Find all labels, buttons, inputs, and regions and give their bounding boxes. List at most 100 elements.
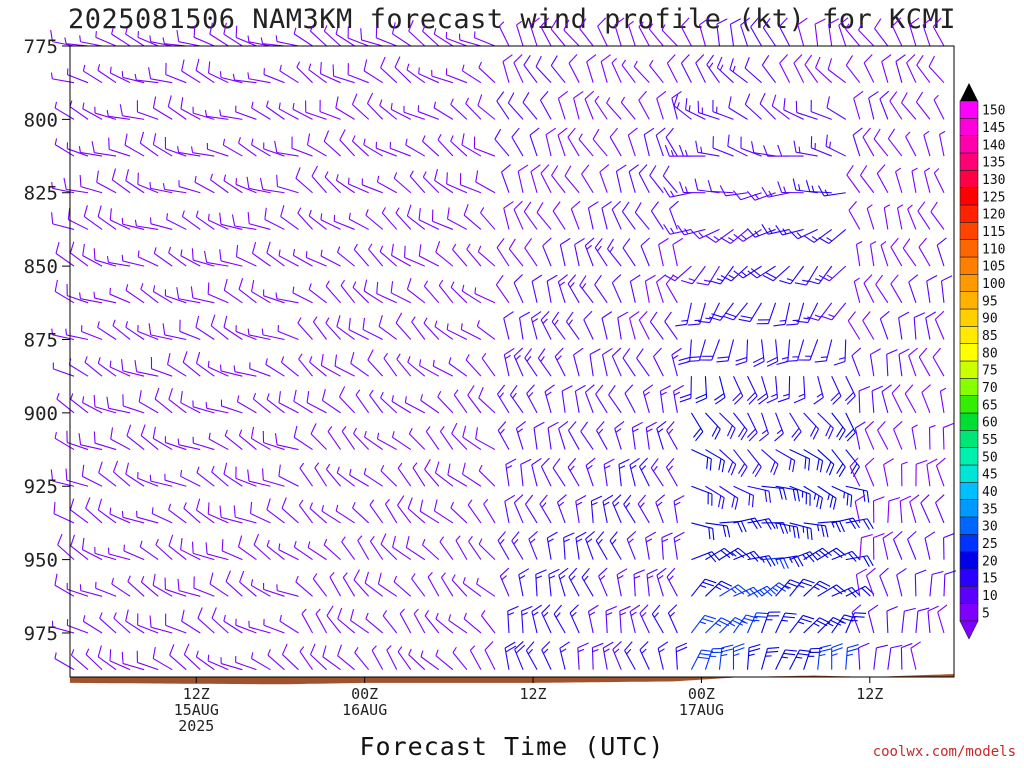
wind-barb [191, 541, 215, 561]
chart-title: 2025081506 NAM3KM forecast wind profile … [67, 4, 957, 35]
wind-barb [862, 311, 875, 340]
wind-barb [209, 22, 229, 47]
colorbar-swatch [959, 447, 979, 466]
wind-barb [503, 311, 514, 340]
wind-barb [640, 237, 651, 267]
wind-barb [810, 136, 832, 157]
wind-barb [235, 245, 257, 267]
wind-barb [176, 30, 201, 47]
wind-barb [561, 385, 573, 413]
wind-barb [622, 238, 636, 267]
wind-barb [705, 547, 734, 561]
wind-barb [627, 20, 636, 47]
wind-barb [519, 311, 531, 340]
wind-barb [177, 438, 201, 451]
wind-barb [195, 498, 215, 524]
wind-barb [551, 311, 566, 340]
credit-link[interactable]: coolwx.com/models [872, 744, 1016, 760]
wind-barb [337, 644, 355, 671]
wind-barb [250, 579, 271, 597]
wind-barb [696, 265, 720, 286]
wind-barb [773, 302, 791, 327]
wind-barb [404, 396, 426, 414]
wind-barb [705, 580, 733, 597]
wind-barb [192, 400, 215, 414]
wind-barb [594, 274, 608, 304]
wind-barb [744, 57, 762, 84]
wind-barb [852, 127, 863, 157]
wind-barb [319, 62, 341, 84]
wind-barb [305, 100, 327, 120]
wind-barb [747, 518, 776, 530]
wind-barb [513, 200, 524, 230]
wind-barb [570, 200, 581, 230]
colorbar-swatch [959, 482, 979, 500]
wind-barb [522, 92, 538, 120]
wind-barb [671, 90, 682, 120]
wind-barb [136, 510, 159, 524]
wind-barb [406, 63, 426, 84]
wind-barb [125, 321, 145, 340]
wind-barb [541, 641, 552, 670]
wind-barb [602, 641, 614, 670]
wind-barb [531, 457, 542, 487]
wind-barb [540, 310, 552, 340]
wind-barb [881, 384, 892, 414]
wind-barb [223, 174, 243, 194]
wind-barb [872, 532, 885, 560]
wind-barb [411, 573, 426, 597]
wind-barb [833, 339, 847, 366]
wind-barb [459, 173, 482, 194]
wind-barb [351, 93, 370, 120]
wind-barb [93, 431, 117, 451]
wind-barb [139, 540, 159, 561]
wind-barb [266, 539, 285, 561]
wind-barb [126, 424, 145, 450]
wind-barb [322, 645, 341, 671]
x-tick-label: 12Z [183, 685, 210, 703]
wind-barb [565, 311, 580, 340]
colorbar-swatch [959, 135, 979, 154]
wind-barb [393, 172, 412, 194]
wind-barb [136, 100, 159, 120]
wind-barb [180, 249, 201, 267]
wind-barb [140, 424, 159, 450]
wind-barb [922, 17, 933, 47]
wind-barb [219, 364, 243, 377]
wind-barb [391, 22, 412, 47]
wind-barb [136, 650, 159, 671]
wind-barb [396, 353, 412, 377]
wind-barb [233, 505, 257, 524]
wind-barb [259, 177, 285, 194]
wind-barb [655, 494, 666, 524]
wind-barb [197, 607, 215, 634]
wind-barb [235, 325, 257, 341]
wind-barb [871, 385, 883, 413]
wind-barb [94, 547, 117, 561]
wind-barb [666, 567, 678, 597]
wind-barb [292, 249, 313, 267]
wind-barb [774, 412, 784, 442]
wind-barb [611, 274, 622, 304]
wind-barb [761, 224, 790, 235]
wind-barb [467, 499, 482, 524]
colorbar-swatch [959, 256, 979, 275]
wind-barb [392, 535, 412, 561]
wind-barb [277, 325, 299, 340]
colorbar-label: 125 [982, 190, 1005, 205]
wind-barb [97, 498, 117, 524]
wind-barb [311, 165, 327, 194]
wind-barb [419, 499, 440, 524]
wind-barb [78, 433, 103, 451]
wind-barb [597, 17, 608, 47]
colorbar-swatch [959, 378, 979, 396]
wind-barb [134, 219, 159, 230]
wind-barb [434, 461, 454, 487]
wind-barb [508, 238, 524, 267]
wind-barb [900, 642, 913, 670]
wind-barb [139, 131, 159, 157]
wind-barb [408, 20, 426, 47]
wind-barb [478, 464, 496, 487]
wind-barb [450, 98, 468, 120]
wind-barb [420, 394, 440, 414]
